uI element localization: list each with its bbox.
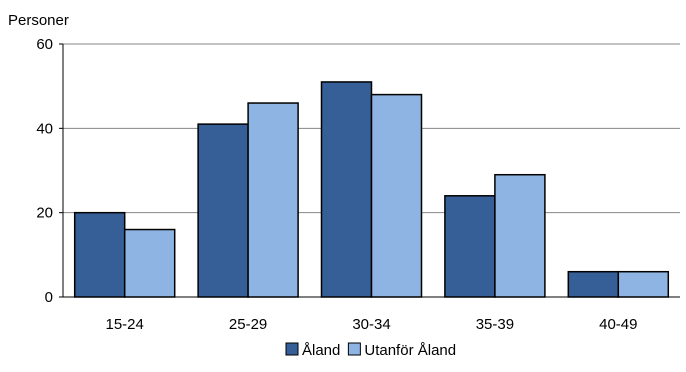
bar-utanfor-aland-30-34 — [370, 93, 423, 298]
y-tick-label: 40 — [36, 120, 53, 137]
bar-aland-35-39 — [444, 195, 496, 298]
bar-aland-25-29 — [197, 123, 249, 298]
x-tick-labels: 15-24 25-29 30-34 35-39 40-49 — [106, 316, 638, 333]
bar-utanfor-aland-15-24 — [123, 228, 176, 298]
x-tick-label: 30-34 — [352, 316, 390, 333]
legend-swatch — [285, 342, 299, 356]
bar-utanfor-aland-25-29 — [247, 102, 299, 298]
legend: Åland Utanför Åland — [285, 342, 456, 359]
axes — [59, 43, 680, 298]
x-tick-label: 40-49 — [599, 316, 637, 333]
x-tick-label: 35-39 — [476, 316, 514, 333]
bar-utanfor-aland-35-39 — [494, 173, 546, 298]
bar-aland-30-34 — [320, 81, 373, 298]
y-tick-label: 0 — [45, 289, 53, 306]
legend-label: Åland — [302, 342, 340, 359]
y-tick-label: 60 — [36, 36, 53, 53]
legend-label: Utanför Åland — [364, 342, 456, 359]
bar-utanfor-aland-40-49 — [617, 270, 670, 298]
bar-aland-15-24 — [73, 211, 126, 298]
x-tick-label: 25-29 — [229, 316, 267, 333]
bars — [73, 81, 670, 298]
y-tick-labels: 0 20 40 60 — [36, 36, 53, 306]
y-tick-label: 20 — [36, 205, 53, 222]
x-tick-label: 15-24 — [106, 316, 144, 333]
y-axis-label: Personer — [8, 12, 69, 29]
legend-swatch — [347, 342, 361, 356]
bar-aland-40-49 — [567, 270, 620, 298]
